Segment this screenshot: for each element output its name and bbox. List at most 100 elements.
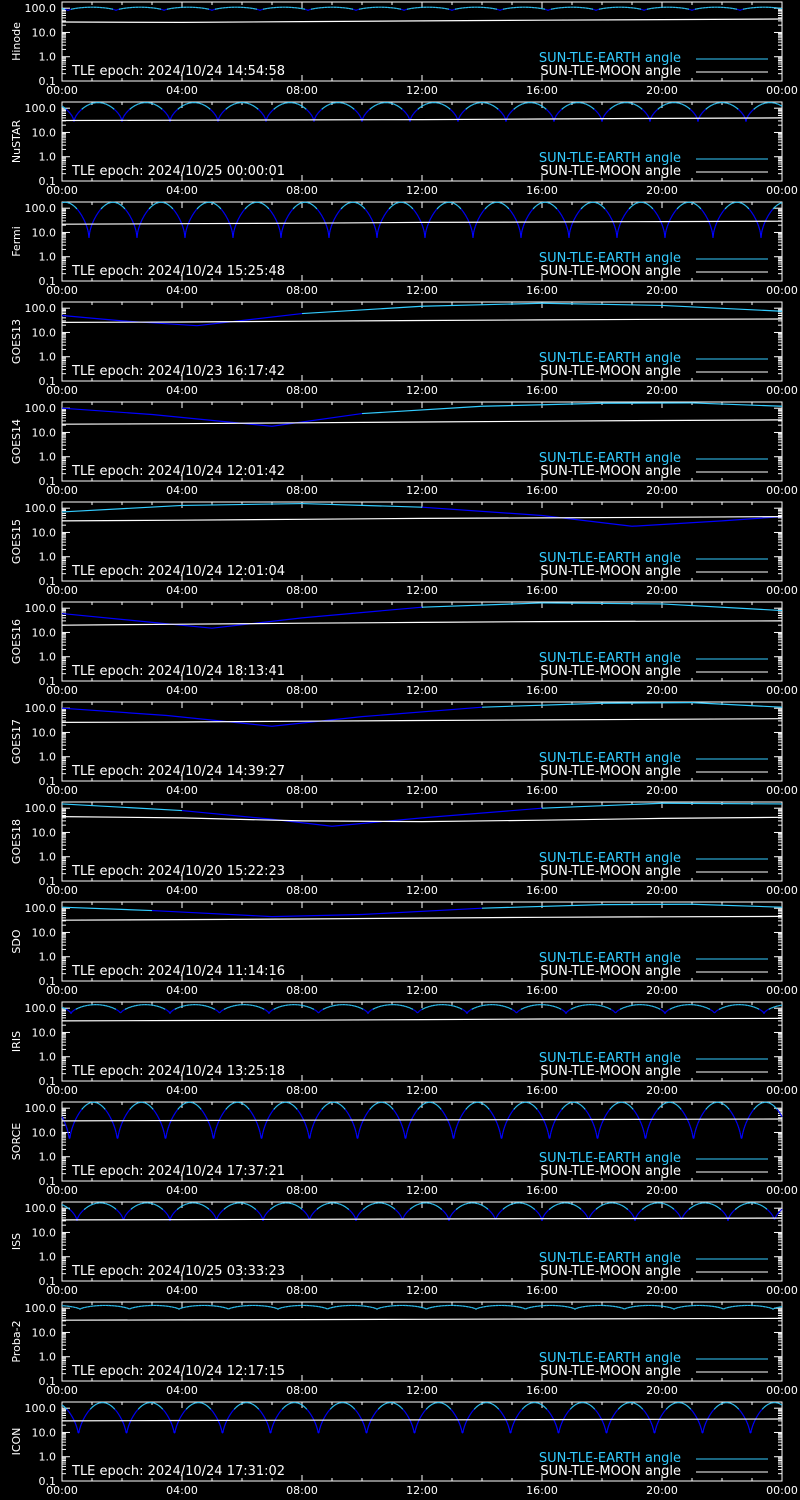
satellite-label: GOES18 [10,819,23,864]
earth-angle-segment [511,212,514,215]
earth-angle-segment [582,206,584,208]
earth-angle-segment [462,211,465,214]
earth-angle-segment [167,116,170,118]
earth-angle-segment [306,109,309,112]
earth-angle-segment [170,206,173,209]
chart-panel-goes15: 0.1 1.0 10.0 100.0 GOES15 TLE epoch: 2024/10/… [0,500,800,600]
earth-angle-segment [471,229,473,233]
x-tick-label: 20:00 [646,884,678,897]
x-tick-label: 08:00 [286,784,318,797]
earth-angle-segment [749,210,752,212]
earth-angle-segment [650,206,652,208]
earth-angle-segment [78,210,80,213]
earth-angle-segment [359,116,362,118]
earth-angle-segment [659,218,661,221]
earth-angle-segment [425,229,427,233]
earth-angle-segment [437,206,440,209]
earth-angle-segment [338,210,341,212]
earth-angle-segment [266,117,268,120]
earth-angle-segment [497,108,500,111]
earth-angle-segment [216,117,218,120]
earth-angle-segment [209,108,211,110]
earth-angle-segment [608,109,610,111]
earth-angle-segment [625,211,628,214]
earth-angle-segment [464,109,466,111]
earth-angle-segment [725,207,727,209]
legend-moon-label: SUN-TLE-MOON angle [540,864,681,879]
earth-angle-segment [615,229,617,233]
earth-angle-segment [722,210,725,212]
earth-angle-segment [558,110,561,112]
earth-angle-segment [67,110,70,112]
earth-angle-segment [239,214,242,217]
earth-angle-segment [321,215,323,218]
earth-angle-segment [374,225,376,229]
earth-angle-segment [261,113,264,115]
earth-angle-segment [752,109,754,111]
earth-angle-segment [518,227,521,231]
earth-angle-segment [305,108,307,110]
earth-angle-segment [656,214,659,217]
earth-angle-segment [122,117,124,120]
earth-angle-segment [61,906,153,912]
y-tick-label: 1.0 [39,951,57,964]
legend-moon-label: SUN-TLE-MOON angle [540,664,681,679]
earth-angle-segment [675,209,677,211]
earth-angle-segment [222,210,224,213]
earth-angle-segment [719,214,722,217]
earth-angle-segment [434,210,437,212]
earth-angle-segment [747,207,749,209]
earth-angle-segment [317,210,320,212]
earth-angle-segment [214,114,217,116]
earth-angle-segment [580,207,583,210]
earth-angle-segment [66,109,68,111]
earth-angle-segment [239,215,241,218]
earth-angle-segment [417,108,419,110]
earth-angle-segment [127,212,130,215]
earth-angle-segment [285,218,287,221]
earth-angle-segment [601,205,603,207]
earth-angle-segment [192,212,195,215]
earth-angle-segment [702,211,705,214]
earth-angle-segment [188,220,191,222]
earth-angle-segment [775,205,777,207]
earth-angle-segment [68,111,71,114]
earth-angle-segment [608,213,610,216]
earth-angle-segment [364,208,367,211]
earth-angle-segment [699,115,701,117]
earth-angle-segment [339,208,342,211]
earth-angle-segment [213,113,216,115]
earth-angle-segment [318,211,321,214]
earth-angle-segment [714,225,716,229]
earth-angle-segment [641,108,643,110]
earth-angle-segment [362,116,365,118]
earth-angle-segment [545,108,548,111]
earth-angle-segment [122,206,125,209]
earth-angle-segment [86,225,88,229]
x-tick-label: 08:00 [286,84,318,97]
earth-angle-segment [269,112,271,115]
x-tick-label: 04:00 [166,784,198,797]
satellite-label: SDO [10,929,23,953]
earth-angle-segment [710,225,712,229]
earth-angle-segment [762,224,765,227]
earth-angle-segment [220,208,223,211]
earth-angle-segment [232,232,235,238]
earth-angle-segment [122,206,124,208]
earth-angle-segment [288,213,290,216]
moon-angle-line [61,318,783,323]
chart-panel-nustar: 0.1 1.0 10.0 100.0 NuSTAR TLE epoch: 2024/10/… [0,100,800,200]
earth-angle-segment [189,217,192,220]
earth-angle-segment [384,213,386,216]
earth-angle-segment [692,111,695,114]
earth-angle-segment [181,502,303,507]
earth-angle-segment [126,111,128,113]
earth-angle-segment [742,114,745,116]
earth-angle-segment [602,206,605,209]
earth-angle-segment [770,210,773,212]
earth-angle-segment [290,210,293,212]
earth-angle-segment [278,225,280,229]
earth-angle-segment [416,108,419,111]
earth-angle-segment [138,225,140,229]
earth-angle-segment [368,109,370,111]
